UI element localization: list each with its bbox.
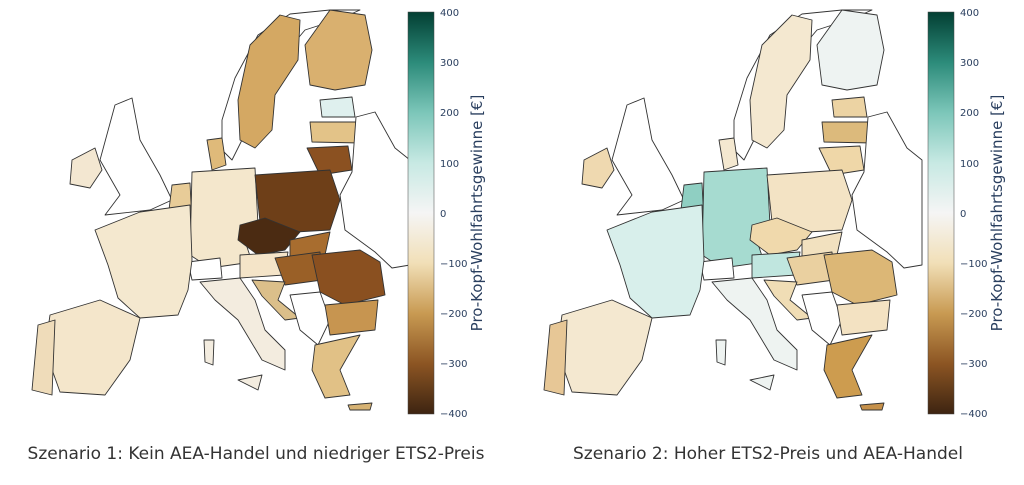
svg-text:300: 300 (440, 58, 459, 69)
country-latvia (821, 121, 873, 144)
svg-text:−400: −400 (960, 409, 987, 420)
svg-text:−400: −400 (440, 409, 467, 420)
caption-scenario-2: Szenario 2: Hoher ETS2-Preis und AEA-Han… (573, 444, 963, 464)
country-switzerland (699, 257, 735, 281)
country-sweden (237, 14, 301, 149)
country-portugal (543, 319, 568, 396)
map-panel-scenario-2: 400 300 200 100 0 −100 −200 −300 −400 Pr… (512, 0, 1024, 485)
country-ireland (581, 147, 615, 189)
country-spain (556, 299, 653, 396)
country-czechia (237, 217, 301, 256)
svg-text:100: 100 (440, 159, 459, 170)
colorbar-title-1: Pro-Kopf-Wohlfahrtsgewinne [€] (468, 95, 486, 332)
country-sweden (749, 14, 813, 149)
colorbar-ticks-1: 400 300 200 100 0 −100 −200 −300 −400 (440, 8, 467, 420)
country-crete (859, 402, 885, 411)
country-sicily (749, 374, 775, 391)
country-denmark (718, 137, 739, 171)
country-france (94, 204, 193, 319)
country-crete (347, 402, 373, 411)
country-sardinia (203, 339, 215, 366)
svg-text:400: 400 (960, 8, 979, 19)
country-france (606, 204, 705, 319)
country-romania (823, 249, 898, 306)
colorbar-ticks-2: 400 300 200 100 0 −100 −200 −300 −400 (960, 8, 987, 420)
country-balkans-nodata (801, 291, 843, 346)
svg-text:−100: −100 (960, 259, 987, 270)
country-germany (701, 167, 771, 269)
country-east-nodata (339, 111, 411, 269)
country-ireland (69, 147, 103, 189)
colorbar-2 (927, 11, 955, 415)
country-sicily (237, 374, 263, 391)
svg-text:−100: −100 (440, 259, 467, 270)
country-italy (711, 277, 798, 371)
svg-text:300: 300 (960, 58, 979, 69)
svg-text:200: 200 (440, 108, 459, 119)
colorbar-title-2: Pro-Kopf-Wohlfahrtsgewinne [€] (988, 95, 1006, 332)
country-greece (823, 334, 873, 399)
country-estonia (319, 96, 356, 118)
country-east-nodata (851, 111, 923, 269)
country-czechia (749, 217, 813, 256)
choropleth-map-2: 400 300 200 100 0 −100 −200 −300 −400 Pr… (543, 8, 1006, 420)
country-switzerland (187, 257, 223, 281)
svg-text:200: 200 (960, 108, 979, 119)
svg-text:−300: −300 (960, 359, 987, 370)
choropleth-map-1: 400 300 200 100 0 −100 −200 −300 −400 Pr… (31, 8, 486, 420)
country-denmark (206, 137, 227, 171)
country-greece (311, 334, 361, 399)
country-bulgaria (836, 299, 891, 336)
country-finland (816, 9, 885, 91)
country-latvia (309, 121, 361, 144)
country-finland (304, 9, 373, 91)
country-uk (99, 97, 173, 216)
country-portugal (31, 319, 56, 396)
svg-text:100: 100 (960, 159, 979, 170)
country-germany (189, 167, 259, 269)
svg-text:−300: −300 (440, 359, 467, 370)
country-sardinia (715, 339, 727, 366)
country-uk (611, 97, 685, 216)
svg-text:400: 400 (440, 8, 459, 19)
country-spain (44, 299, 141, 396)
country-italy (199, 277, 286, 371)
svg-text:−200: −200 (440, 309, 467, 320)
svg-text:0: 0 (440, 209, 446, 220)
country-estonia (831, 96, 868, 118)
map-panel-scenario-1: 400 300 200 100 0 −100 −200 −300 −400 Pr… (27, 8, 486, 464)
country-romania (311, 249, 386, 306)
caption-scenario-1: Szenario 1: Kein AEA-Handel und niedrige… (27, 444, 485, 464)
country-balkans-nodata (289, 291, 331, 346)
svg-text:0: 0 (960, 209, 966, 220)
country-bulgaria (324, 299, 379, 336)
colorbar-1 (407, 11, 435, 415)
svg-text:−200: −200 (960, 309, 987, 320)
